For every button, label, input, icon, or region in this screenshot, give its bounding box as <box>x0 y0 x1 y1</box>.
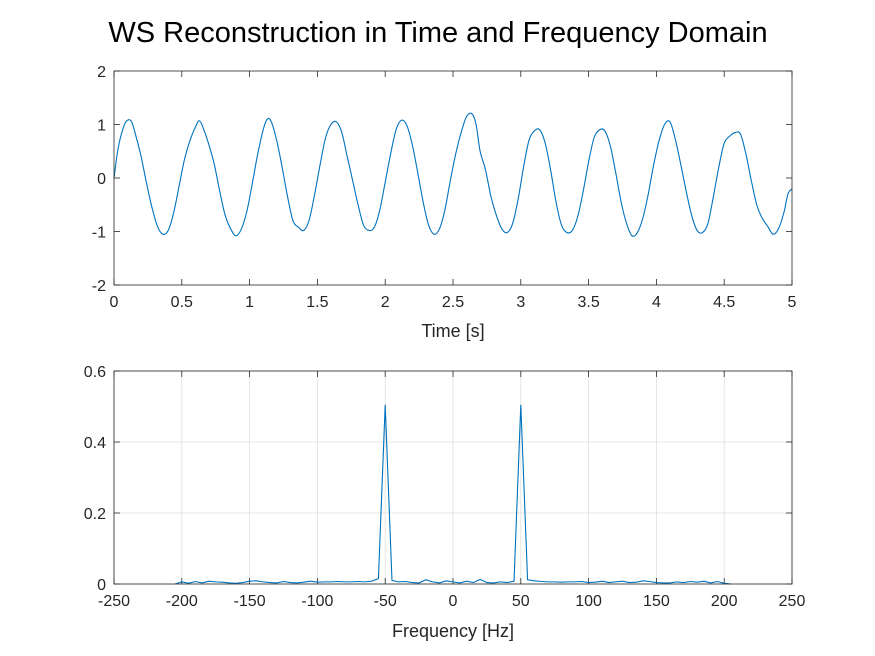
time-domain-plot: 0 0.5 1 1.5 2 2.5 3 3.5 4 4.5 5 -2 -1 0 1 2 Time [s] <box>92 64 797 341</box>
frequency-x-tick-label: -200 <box>166 593 198 610</box>
frequency-x-tick-label: 250 <box>779 593 806 610</box>
frequency-y-tick-label: 0 <box>97 577 106 594</box>
time-plot-area <box>114 71 792 285</box>
frequency-y-tick-label: 0.4 <box>84 435 106 452</box>
time-y-tick-label: 2 <box>97 64 106 81</box>
time-x-tick-label: 3.5 <box>577 294 599 311</box>
frequency-x-tick-label: -50 <box>374 593 397 610</box>
frequency-spectrum-line <box>174 404 732 585</box>
time-x-tick-label: 2 <box>381 294 390 311</box>
frequency-x-axis-label: Frequency [Hz] <box>392 621 514 641</box>
time-x-tick-label: 4 <box>652 294 661 311</box>
frequency-x-tick-label: 0 <box>449 593 458 610</box>
time-x-tick-label: 4.5 <box>713 294 735 311</box>
time-x-tick-label: 2.5 <box>442 294 464 311</box>
time-x-tick-label: 0.5 <box>171 294 193 311</box>
time-signal-line <box>113 112 793 237</box>
time-x-tick-label: 1 <box>245 294 254 311</box>
time-x-tick-label: 1.5 <box>306 294 328 311</box>
frequency-y-tick-label: 0.2 <box>84 506 106 523</box>
frequency-x-tick-label: -250 <box>98 593 130 610</box>
frequency-plot-ticks: -250 -200 -150 -100 -50 0 50 100 150 200 250 0 0.2 0.… <box>84 364 806 610</box>
time-x-tick-label: 5 <box>788 294 797 311</box>
frequency-x-tick-label: 50 <box>512 593 530 610</box>
time-y-tick-label: -1 <box>92 225 106 242</box>
frequency-x-tick-label: 200 <box>711 593 738 610</box>
frequency-y-tick-label: 0.6 <box>84 364 106 381</box>
time-plot-ticks: 0 0.5 1 1.5 2 2.5 3 3.5 4 4.5 5 -2 -1 0 1 2 <box>92 64 797 311</box>
frequency-domain-plot: -250 -200 -150 -100 -50 0 50 100 150 200 250 0 0.2 0.… <box>84 364 806 641</box>
figure-title: WS Reconstruction in Time and Frequency … <box>108 17 767 49</box>
time-x-tick-label: 3 <box>516 294 525 311</box>
time-y-tick-label: 0 <box>97 171 106 188</box>
time-x-axis-label: Time [s] <box>421 321 484 341</box>
time-y-tick-label: 1 <box>97 118 106 135</box>
frequency-x-tick-label: 150 <box>643 593 670 610</box>
frequency-x-tick-label: -100 <box>301 593 333 610</box>
frequency-plot-frame <box>113 370 793 585</box>
frequency-x-tick-label: 100 <box>575 593 602 610</box>
time-y-tick-label: -2 <box>92 278 106 295</box>
frequency-x-tick-label: -150 <box>234 593 266 610</box>
time-plot-frame <box>113 70 793 286</box>
time-x-tick-label: 0 <box>110 294 119 311</box>
